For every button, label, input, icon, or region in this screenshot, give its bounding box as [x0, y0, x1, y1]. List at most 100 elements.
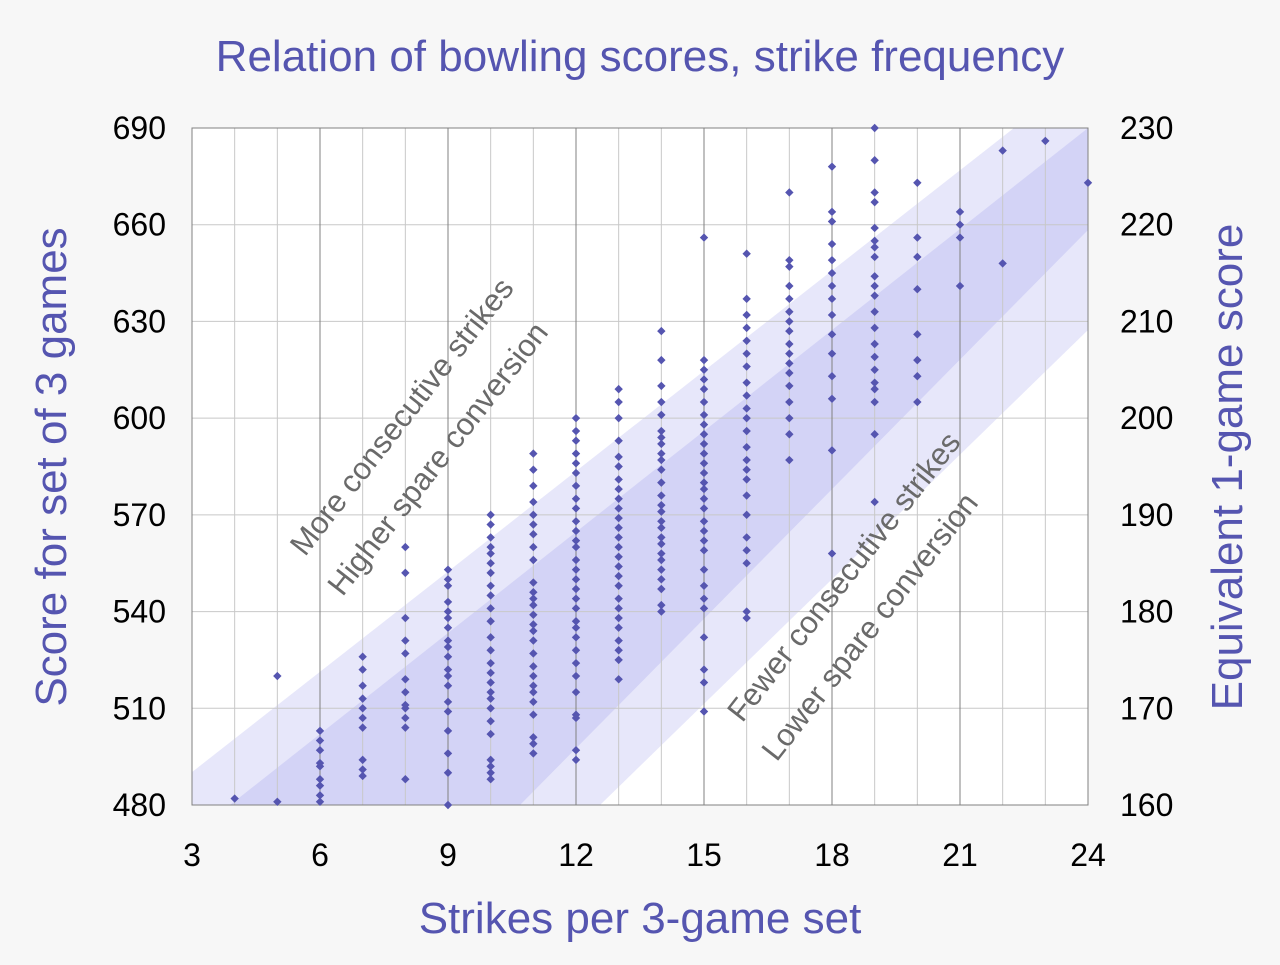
- data-point: [614, 542, 623, 552]
- data-point: [486, 542, 495, 552]
- y2-tick-label: 220: [1120, 207, 1173, 243]
- data-point: [614, 475, 623, 484]
- data-point: [699, 355, 709, 365]
- data-point: [486, 510, 495, 520]
- data-point: [785, 381, 794, 391]
- y2-tick-label: 230: [1120, 110, 1173, 146]
- data-point: [870, 397, 879, 407]
- data-point: [614, 533, 623, 542]
- y-tick-label: 690: [113, 110, 166, 146]
- data-point: [998, 146, 1007, 155]
- data-point: [785, 368, 794, 378]
- data-point: [742, 349, 751, 358]
- data-point: [913, 355, 922, 365]
- data-point: [486, 678, 495, 687]
- data-point: [742, 546, 751, 555]
- data-point: [614, 623, 623, 632]
- data-point: [571, 517, 581, 526]
- data-point: [827, 281, 837, 291]
- data-point: [571, 481, 581, 491]
- x-tick-label: 15: [686, 837, 722, 873]
- data-point: [529, 588, 538, 597]
- data-point: [486, 658, 495, 668]
- data-point: [827, 294, 837, 304]
- data-point: [699, 468, 709, 478]
- data-point: [614, 513, 623, 523]
- data-point: [401, 687, 410, 697]
- data-point: [571, 526, 581, 536]
- data-point: [657, 565, 666, 574]
- data-point: [358, 704, 367, 713]
- data-point: [699, 233, 709, 242]
- data-point: [358, 713, 367, 723]
- data-point: [827, 394, 837, 403]
- trend-band: [192, 128, 1088, 805]
- y-tick-labels: 480 510 540 570 600 630 660 690: [113, 110, 166, 823]
- data-point: [998, 259, 1007, 268]
- data-point: [571, 755, 581, 765]
- data-point: [699, 420, 709, 429]
- data-point: [657, 397, 666, 407]
- data-point: [827, 207, 837, 217]
- data-point: [699, 707, 709, 716]
- data-point: [913, 372, 922, 381]
- data-point: [870, 365, 879, 374]
- data-point: [486, 559, 495, 568]
- data-point: [529, 749, 538, 758]
- data-point: [315, 758, 325, 768]
- data-point: [699, 665, 709, 674]
- data-point: [742, 378, 751, 387]
- data-point: [913, 233, 922, 242]
- data-point: [742, 442, 751, 452]
- data-point: [571, 687, 581, 697]
- data-point: [657, 439, 666, 449]
- x-tick-label: 6: [311, 837, 329, 873]
- data-point: [571, 555, 581, 565]
- data-point: [870, 252, 879, 262]
- data-point: [742, 510, 751, 520]
- data-point: [614, 436, 623, 445]
- data-point: [401, 649, 410, 658]
- data-point: [486, 520, 495, 529]
- data-point: [870, 430, 879, 439]
- data-point: [742, 533, 751, 542]
- data-point: [657, 449, 666, 458]
- data-point: [785, 413, 794, 423]
- data-point: [699, 410, 709, 420]
- data-point: [571, 542, 581, 552]
- data-point: [401, 723, 410, 732]
- data-point: [955, 220, 965, 229]
- x-tick-labels: 3 6 9 12 15 18 21 24: [183, 837, 1106, 873]
- data-point: [913, 178, 922, 188]
- data-point: [443, 768, 453, 777]
- data-point: [870, 156, 879, 165]
- data-point: [1083, 178, 1093, 188]
- data-point: [443, 597, 453, 607]
- data-point: [1041, 136, 1050, 146]
- data-point: [742, 426, 751, 436]
- data-point: [657, 549, 666, 558]
- data-point: [486, 716, 495, 726]
- data-point: [699, 478, 709, 487]
- data-point: [529, 555, 538, 565]
- data-point: [401, 775, 410, 784]
- data-point: [614, 571, 623, 581]
- data-point: [571, 459, 581, 468]
- data-point: [529, 636, 538, 645]
- data-point: [529, 687, 538, 697]
- data-point: [657, 500, 666, 510]
- data-point: [699, 517, 709, 526]
- data-point: [571, 623, 581, 632]
- data-point: [571, 584, 581, 594]
- data-point: [571, 633, 581, 642]
- data-point: [529, 481, 538, 491]
- data-point: [529, 600, 538, 610]
- data-point: [870, 352, 879, 362]
- data-point: [742, 475, 751, 484]
- data-point: [785, 326, 794, 336]
- data-point: [742, 465, 751, 474]
- data-point: [401, 713, 410, 723]
- data-point: [785, 349, 794, 358]
- data-point: [785, 307, 794, 316]
